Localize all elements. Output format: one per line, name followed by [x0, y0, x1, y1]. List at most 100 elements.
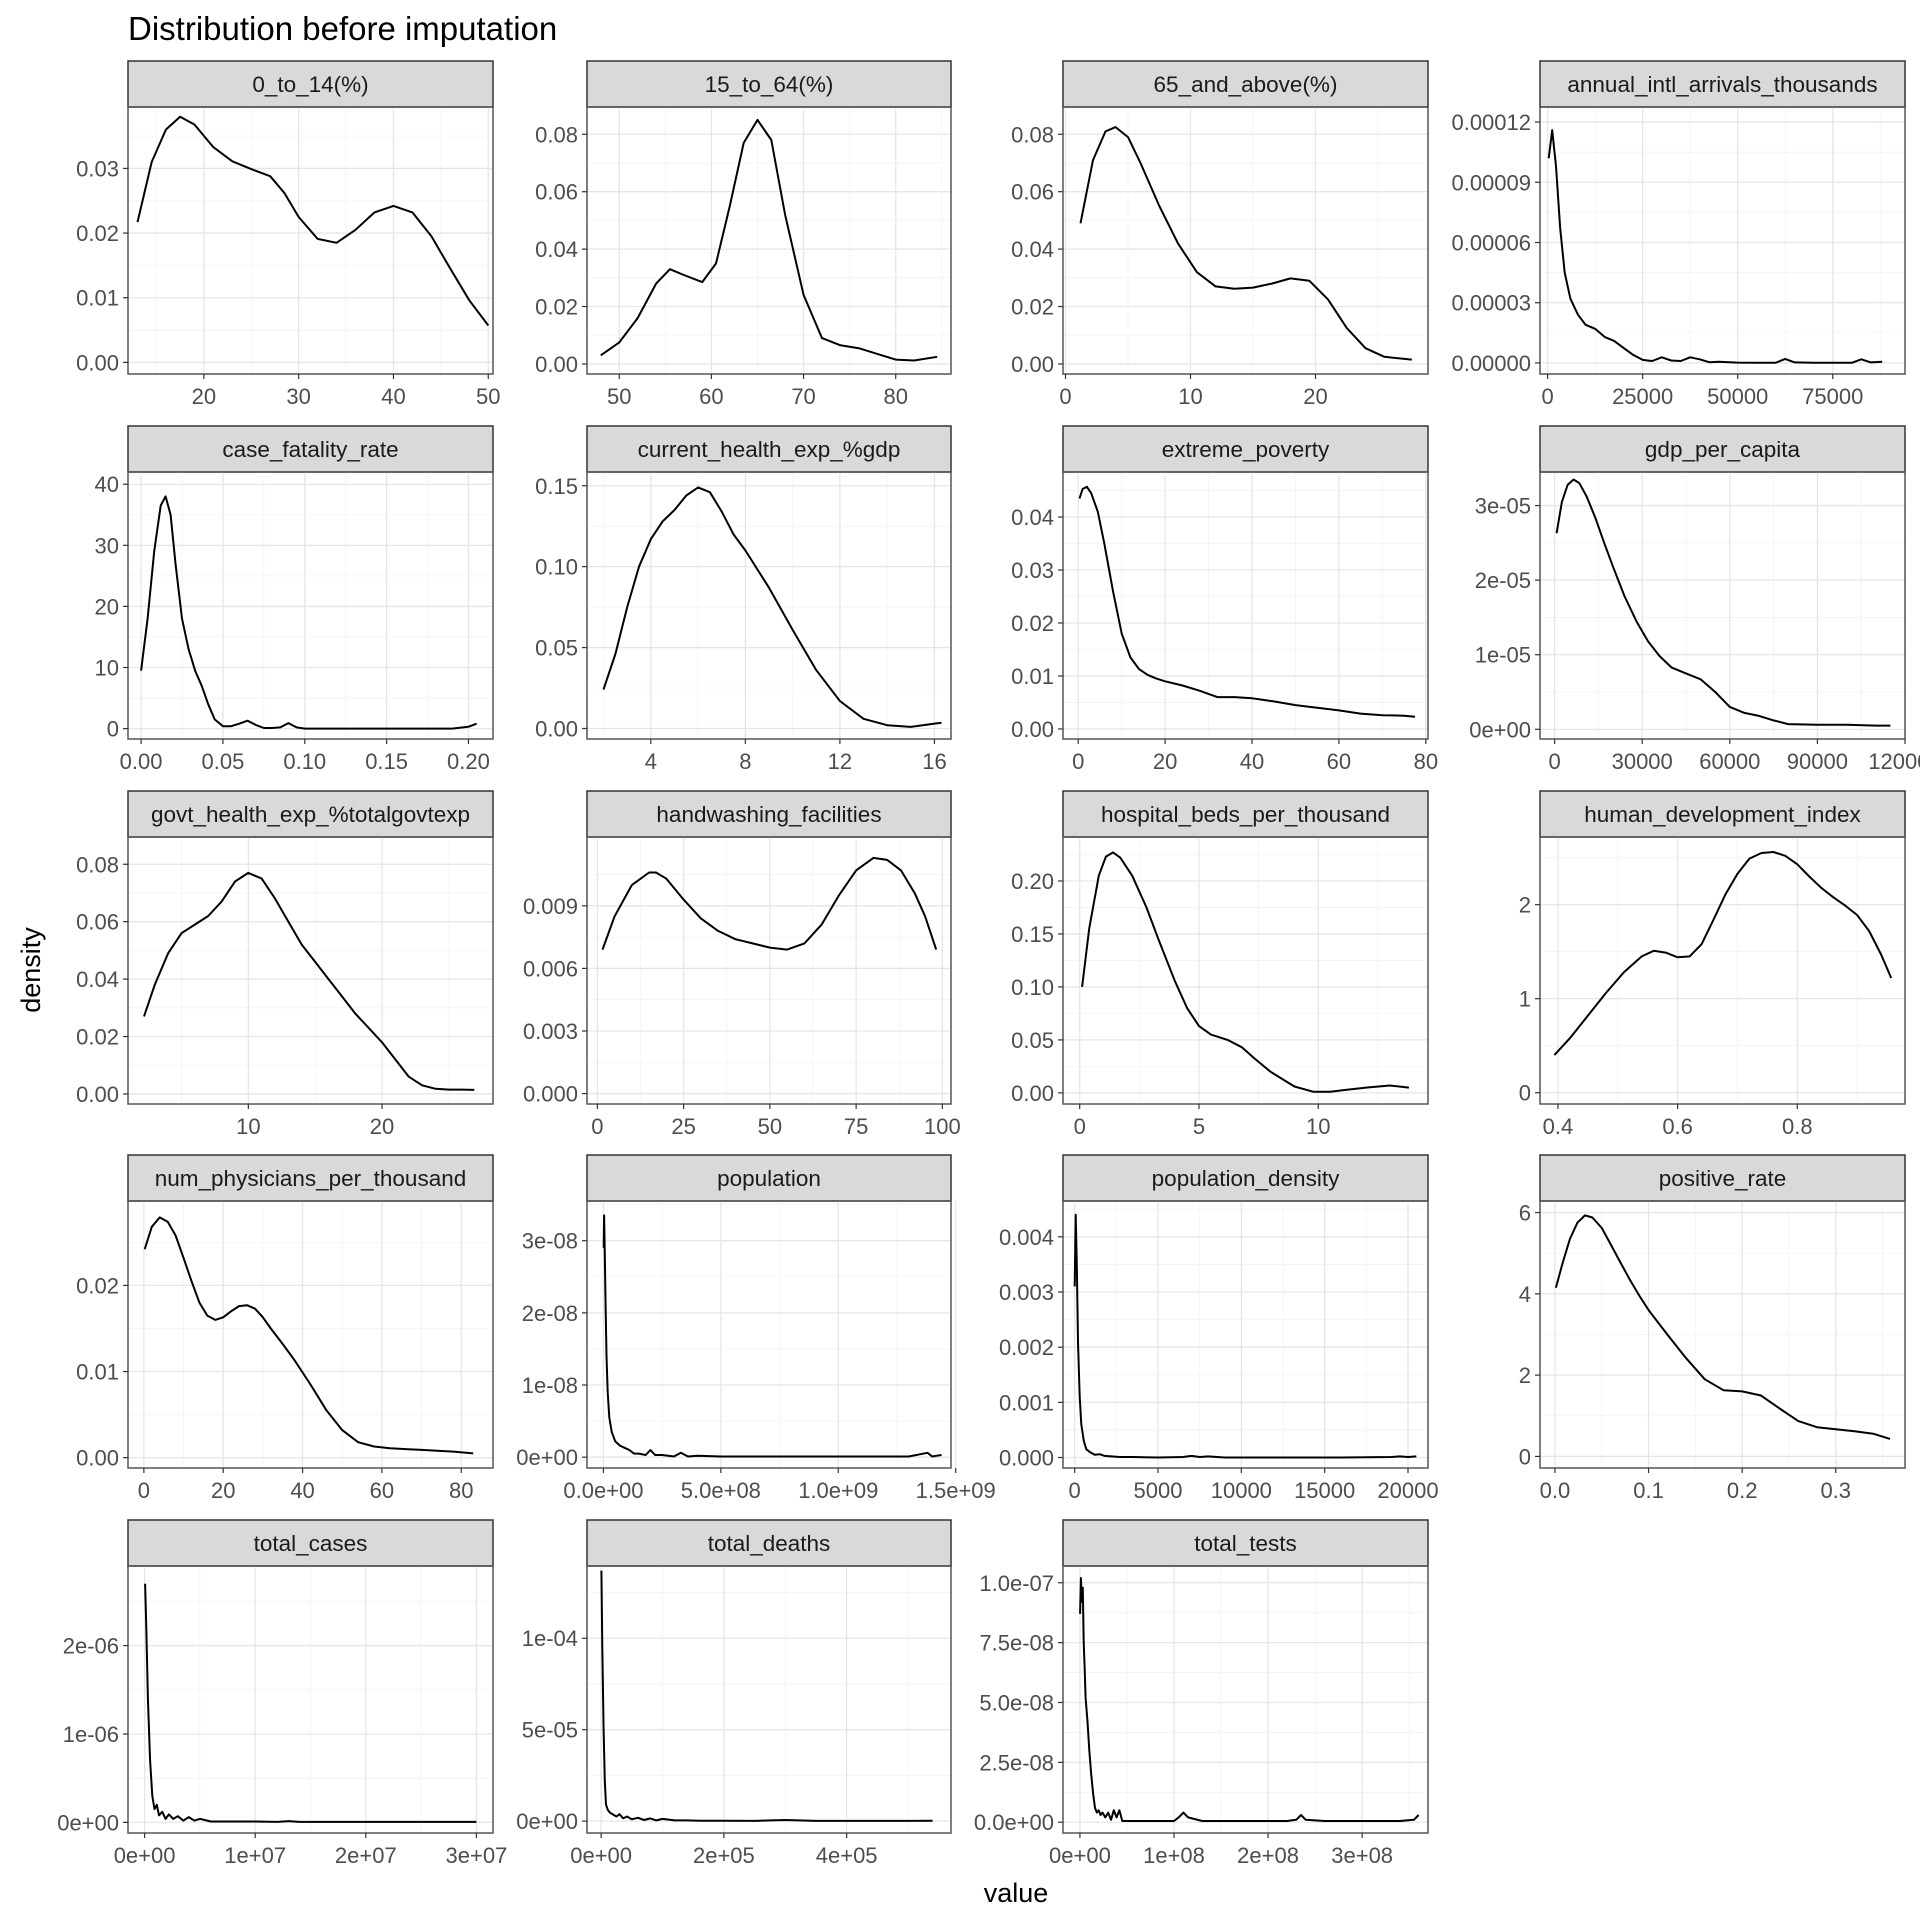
y-tick-label: 0.00012 [1451, 110, 1531, 135]
x-tick-label: 0.15 [365, 749, 408, 774]
x-tick-label: 60 [1327, 749, 1351, 774]
facet-label: 15_to_64(%) [705, 72, 834, 97]
facet-panel-15-to-64: 15_to_64(%) 50 60 70 80 0.00 0.02 0.04 0.06 0.08 [535, 60, 952, 409]
facet-strip [1062, 60, 1429, 108]
x-tick-label: 1e+07 [224, 1843, 286, 1868]
facet-panel-case-fatality-rate: case_fatality_rate 0.00 0.05 0.10 0.15 0.20 0 1… [95, 425, 494, 774]
density-curve [1547, 129, 1883, 364]
facet-label: govt_health_exp_%totalgovtexp [151, 802, 470, 827]
panel-border [586, 1200, 952, 1469]
y-tick-label: 0e+00 [516, 1809, 578, 1834]
facet-panel-0-to-14: 0_to_14(%) 20 30 40 50 0.00 0.01 0.02 0.03 [76, 60, 501, 409]
density-curve [140, 495, 477, 730]
x-tick-label: 0.10 [283, 749, 326, 774]
y-tick-label: 0.02 [76, 221, 119, 246]
panel-border [1062, 1200, 1429, 1469]
y-tick-label: 0.02 [1011, 611, 1054, 636]
y-tick-label: 0.05 [535, 636, 578, 661]
y-tick-label: 0.00 [1011, 717, 1054, 742]
x-tick-label: 0.2 [1727, 1478, 1758, 1503]
x-tick-label: 0 [138, 1478, 150, 1503]
x-tick-label: 2e+07 [335, 1843, 397, 1868]
density-curve [601, 856, 938, 951]
y-tick-label: 0e+00 [1469, 717, 1531, 742]
x-axis-title: value [984, 1878, 1049, 1908]
density-curve [600, 118, 938, 362]
y-tick-label: 0.10 [535, 555, 578, 580]
x-tick-label: 20 [370, 1114, 394, 1139]
x-tick-label: 10 [236, 1114, 260, 1139]
y-tick-label: 1e-04 [522, 1626, 578, 1651]
x-tick-label: 0 [1074, 1114, 1086, 1139]
y-tick-label: 0.004 [999, 1225, 1054, 1250]
y-tick-label: 0.000 [523, 1082, 578, 1107]
x-tick-label: 80 [1414, 749, 1438, 774]
gridlines [1540, 1201, 1905, 1468]
x-tick-label: 0e+00 [114, 1843, 176, 1868]
y-tick-label: 2.5e-08 [979, 1750, 1054, 1775]
y-tick-label: 0.01 [76, 1360, 119, 1385]
x-tick-label: 20 [1303, 384, 1327, 409]
chart-title: Distribution before imputation [128, 10, 557, 47]
density-curve [1079, 126, 1412, 361]
y-tick-label: 0.03 [76, 156, 119, 181]
panel-border [1539, 1200, 1906, 1469]
x-tick-label: 15000 [1294, 1478, 1355, 1503]
y-tick-label: 3e-08 [522, 1229, 578, 1254]
y-tick-label: 0.00 [535, 352, 578, 377]
x-tick-label: 0e+00 [570, 1843, 632, 1868]
facet-label: 65_and_above(%) [1154, 72, 1338, 97]
y-tick-label: 0.15 [535, 474, 578, 499]
y-tick-label: 0.00 [1011, 352, 1054, 377]
x-tick-label: 3e+07 [446, 1843, 508, 1868]
facet-strip [127, 425, 494, 473]
y-tick-label: 2 [1519, 1363, 1531, 1388]
panel-border [586, 471, 952, 740]
gridlines [128, 472, 493, 739]
x-tick-label: 120000 [1868, 749, 1920, 774]
facet-panel-population: population 0.0e+00 5.0e+08 1.0e+09 1.5e+09 0e… [516, 1154, 996, 1503]
x-tick-label: 12 [828, 749, 852, 774]
density-curve [602, 486, 942, 728]
x-tick-label: 0.20 [447, 749, 490, 774]
facet-panel-total-deaths: total_deaths 0e+00 2e+05 4e+05 0e+00 5e-05 1e-… [516, 1519, 952, 1868]
panel-border [1539, 836, 1906, 1105]
y-tick-label: 1 [1519, 987, 1531, 1012]
density-curve [602, 1214, 942, 1458]
panel-border [1062, 836, 1429, 1105]
y-tick-label: 0.00003 [1451, 291, 1531, 316]
x-tick-label: 60 [370, 1478, 394, 1503]
gridlines [128, 1566, 493, 1833]
y-tick-label: 10 [95, 656, 119, 681]
x-tick-label: 20 [1153, 749, 1177, 774]
density-curve [600, 1570, 933, 1822]
facet-strip [1539, 1154, 1906, 1202]
y-tick-label: 2 [1519, 893, 1531, 918]
x-tick-label: 50 [476, 384, 500, 409]
x-tick-label: 90000 [1787, 749, 1848, 774]
facet-label: case_fatality_rate [222, 437, 398, 462]
y-tick-label: 2e-08 [522, 1301, 578, 1326]
y-tick-label: 0.20 [1011, 869, 1054, 894]
density-curve [143, 1216, 474, 1455]
density-curve [1081, 851, 1410, 1093]
y-tick-label: 0 [107, 717, 119, 742]
y-tick-label: 6 [1519, 1201, 1531, 1226]
facet-panel-human-development-index: human_development_index 0.4 0.6 0.8 0 1 2 [1519, 790, 1906, 1139]
panel-border [127, 106, 494, 375]
y-tick-label: 0.01 [1011, 664, 1054, 689]
x-tick-label: 0.00 [120, 749, 163, 774]
y-tick-label: 0.02 [1011, 295, 1054, 320]
y-tick-label: 3e-05 [1475, 494, 1531, 519]
facet-panel-65-and-above: 65_and_above(%) 0 10 20 0.00 0.02 0.04 0.06 0.08 [1011, 60, 1429, 409]
gridlines [1063, 472, 1428, 739]
x-tick-label: 1.0e+09 [798, 1478, 878, 1503]
facet-panel-total-tests: total_tests 0e+00 1e+08 2e+08 3e+08 0.0e+00 2.… [974, 1519, 1429, 1868]
x-tick-label: 10 [1178, 384, 1202, 409]
x-tick-label: 16 [922, 749, 946, 774]
gridlines [587, 1201, 957, 1468]
x-tick-label: 0 [1541, 384, 1553, 409]
x-tick-label: 50 [607, 384, 631, 409]
panel-border [127, 836, 494, 1105]
panel-border [1062, 471, 1429, 740]
